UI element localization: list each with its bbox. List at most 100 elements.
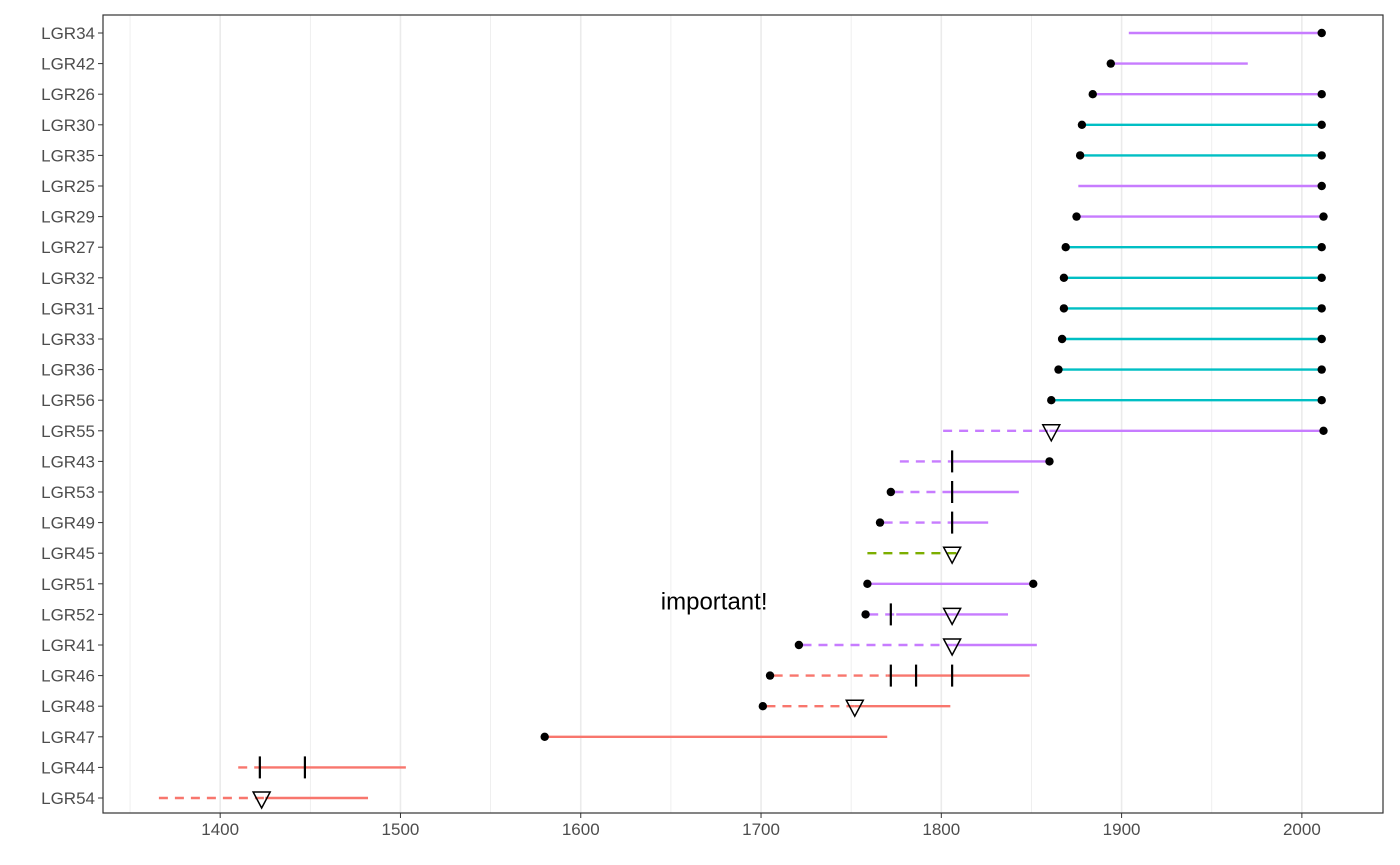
y-tick-label: LGR29 xyxy=(41,208,95,227)
timeline-row xyxy=(758,699,951,718)
timeline-row xyxy=(1059,304,1326,313)
timeline-row xyxy=(863,579,1038,588)
endpoint-dot xyxy=(1317,28,1326,38)
y-tick-label: LGR53 xyxy=(41,483,95,502)
endpoint-dot xyxy=(875,518,885,527)
endpoint-dot xyxy=(1047,396,1056,405)
x-tick-label: 1400 xyxy=(201,820,239,839)
endpoint-dot xyxy=(794,640,804,650)
y-tick-label: LGR36 xyxy=(41,361,95,380)
timeline-row xyxy=(765,664,1030,687)
endpoint-dot xyxy=(1317,273,1326,282)
endpoint-dot xyxy=(1045,457,1054,466)
x-tick-label: 1700 xyxy=(742,820,780,839)
timeline-row xyxy=(1128,28,1326,38)
triangle-marker xyxy=(942,607,962,626)
timeline-series xyxy=(158,28,1328,810)
y-tick-label: LGR42 xyxy=(41,55,95,74)
x-tick-label: 2000 xyxy=(1283,820,1321,839)
endpoint-dot xyxy=(1319,212,1328,221)
endpoint-dot xyxy=(1317,181,1326,191)
triangle-marker xyxy=(942,638,962,657)
timeline-row xyxy=(1075,151,1326,160)
panel-border xyxy=(102,14,1384,814)
x-tick-label: 1500 xyxy=(382,820,420,839)
y-tick-label: LGR43 xyxy=(41,452,95,471)
endpoint-dot xyxy=(758,702,768,711)
y-tick-label: LGR25 xyxy=(41,177,95,196)
endpoint-dot xyxy=(1317,334,1326,344)
endpoint-dot xyxy=(1075,151,1085,160)
endpoint-dot xyxy=(1088,90,1097,99)
x-tick-label: 1600 xyxy=(562,820,600,839)
y-tick-label: LGR35 xyxy=(41,146,95,165)
endpoint-dot xyxy=(1317,90,1326,99)
timeline-row xyxy=(158,791,369,810)
endpoint-dot xyxy=(1317,243,1326,252)
endpoint-dot xyxy=(1317,151,1326,160)
timeline-row xyxy=(867,546,962,565)
x-tick-label: 1800 xyxy=(922,820,960,839)
y-tick-label: LGR33 xyxy=(41,330,95,349)
y-tick-label: LGR49 xyxy=(41,514,95,533)
endpoint-dot xyxy=(886,487,896,497)
timeline-row xyxy=(1088,90,1326,99)
timeline-row xyxy=(1061,243,1326,252)
annotation-text: important! xyxy=(661,588,768,615)
endpoint-dot xyxy=(1319,426,1328,435)
endpoint-dot xyxy=(1317,365,1326,374)
y-tick-label: LGR46 xyxy=(41,667,95,686)
triangle-marker xyxy=(1041,424,1062,443)
y-tick-label: LGR51 xyxy=(41,575,95,594)
y-tick-label: LGR30 xyxy=(41,116,95,135)
timeline-row xyxy=(1047,396,1326,405)
endpoint-dot xyxy=(765,671,775,680)
gridlines xyxy=(129,15,1303,813)
timeline-row xyxy=(794,638,1037,657)
timeline-row xyxy=(886,481,1019,503)
endpoint-dot xyxy=(1072,212,1081,221)
triangle-marker xyxy=(251,791,272,810)
endpoint-dot xyxy=(1077,120,1087,129)
timeline-row xyxy=(1106,59,1248,68)
y-tick-label: LGR32 xyxy=(41,269,95,288)
endpoint-dot xyxy=(1106,59,1115,68)
timeline-row xyxy=(1078,181,1326,191)
y-tick-label: LGR55 xyxy=(41,422,95,441)
timeline-row xyxy=(943,424,1328,443)
endpoint-dot xyxy=(1057,334,1067,344)
endpoint-dot xyxy=(863,579,872,588)
timeline-row xyxy=(861,603,1009,626)
endpoint-dot xyxy=(1059,304,1069,313)
axes: 1400 1500 1600 1700 1800 1900 2000 LGR54 LGR44 LG… xyxy=(41,24,1321,839)
timeline-row xyxy=(238,756,406,779)
x-tick-label: 1900 xyxy=(1103,820,1141,839)
y-tick-label: LGR56 xyxy=(41,391,95,410)
endpoint-dot xyxy=(1317,304,1326,313)
triangle-marker xyxy=(845,699,865,718)
y-tick-label: LGR34 xyxy=(41,24,95,43)
timeline-row xyxy=(875,511,989,534)
y-tick-label: LGR44 xyxy=(41,758,95,777)
y-tick-label: LGR48 xyxy=(41,697,95,716)
endpoint-dot xyxy=(1317,396,1326,405)
y-tick-label: LGR31 xyxy=(41,299,95,318)
y-tick-label: LGR26 xyxy=(41,85,95,104)
endpoint-dot xyxy=(1317,120,1326,129)
y-tick-label: LGR47 xyxy=(41,728,95,747)
timeline-row xyxy=(1059,273,1326,282)
y-tick-label: LGR52 xyxy=(41,605,95,624)
endpoint-dot xyxy=(540,732,549,741)
y-tick-label: LGR27 xyxy=(41,238,95,257)
y-tick-label: LGR45 xyxy=(41,544,95,563)
y-tick-label: LGR54 xyxy=(41,789,95,808)
endpoint-dot xyxy=(1059,273,1069,282)
endpoint-dot xyxy=(861,610,870,619)
timeline-row xyxy=(540,732,888,741)
timeline-row xyxy=(1072,212,1328,221)
timeline-row xyxy=(899,450,1054,473)
triangle-marker xyxy=(942,546,962,565)
timeline-row xyxy=(1077,120,1326,129)
